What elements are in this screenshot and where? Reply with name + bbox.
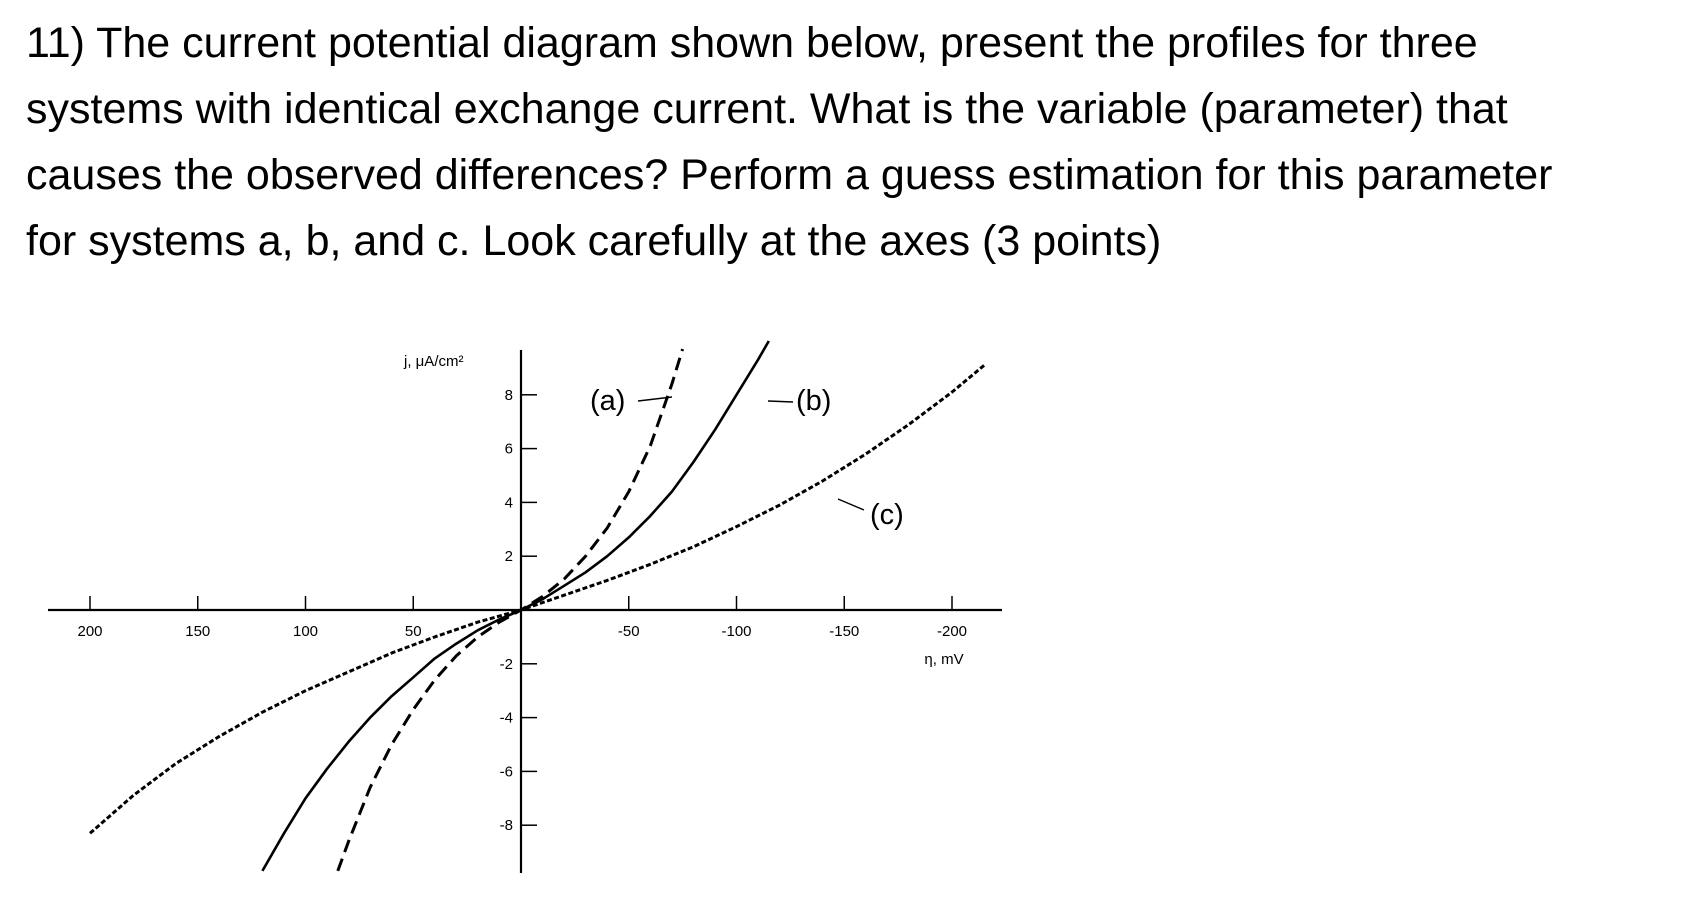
x-axis-label: η, mV [924,651,963,668]
x-tick-label: 150 [185,623,210,640]
x-tick-label: 50 [405,623,422,640]
annotation-b: (b) [796,385,831,417]
question-line: systems with identical exchange current.… [26,85,1508,133]
y-tick-label: -8 [500,817,513,834]
x-tick-label: -150 [829,623,859,640]
y-tick-label: 8 [505,387,513,404]
annotation-c-leader [837,498,865,511]
y-tick-label: -4 [500,710,513,727]
question-line: 11) The current potential diagram shown … [26,19,1478,67]
chart-axes [48,350,1002,873]
x-tick-label: -50 [618,623,640,640]
x-tick-label: -200 [937,623,967,640]
y-tick-label: -2 [500,656,513,673]
y-tick-label: 4 [505,494,513,511]
question-line: for systems a, b, and c. Look carefully … [26,217,1162,265]
annotation-a: (a) [590,385,625,417]
series-line-a [336,348,685,872]
series-line-b [261,340,770,872]
chart-labels: j, μA/cm² η, mV (a) (b) (c) [403,353,964,668]
x-tick-label: -100 [721,623,751,640]
y-tick-label: 2 [505,548,513,565]
series-line-c [89,364,986,835]
x-tick-label: 200 [77,623,102,640]
annotation-a-leader [637,396,673,402]
y-tick-label: -6 [500,763,513,780]
y-tick-label: 6 [505,441,513,458]
x-tick-label: 100 [293,623,318,640]
question-line: causes the observed differences? Perform… [26,151,1553,199]
y-axis-label: j, μA/cm² [403,353,463,370]
annotation-c: (c) [870,499,904,531]
chart-curves [89,340,986,872]
annotation-b-leader [767,400,794,403]
question-text: 11) The current potential diagram shown … [26,10,1666,274]
chart-ticks: 200 150 100 50 -50 -100 -150 -200 8 6 4 2 -2 -4 -6 -8 [77,387,967,834]
